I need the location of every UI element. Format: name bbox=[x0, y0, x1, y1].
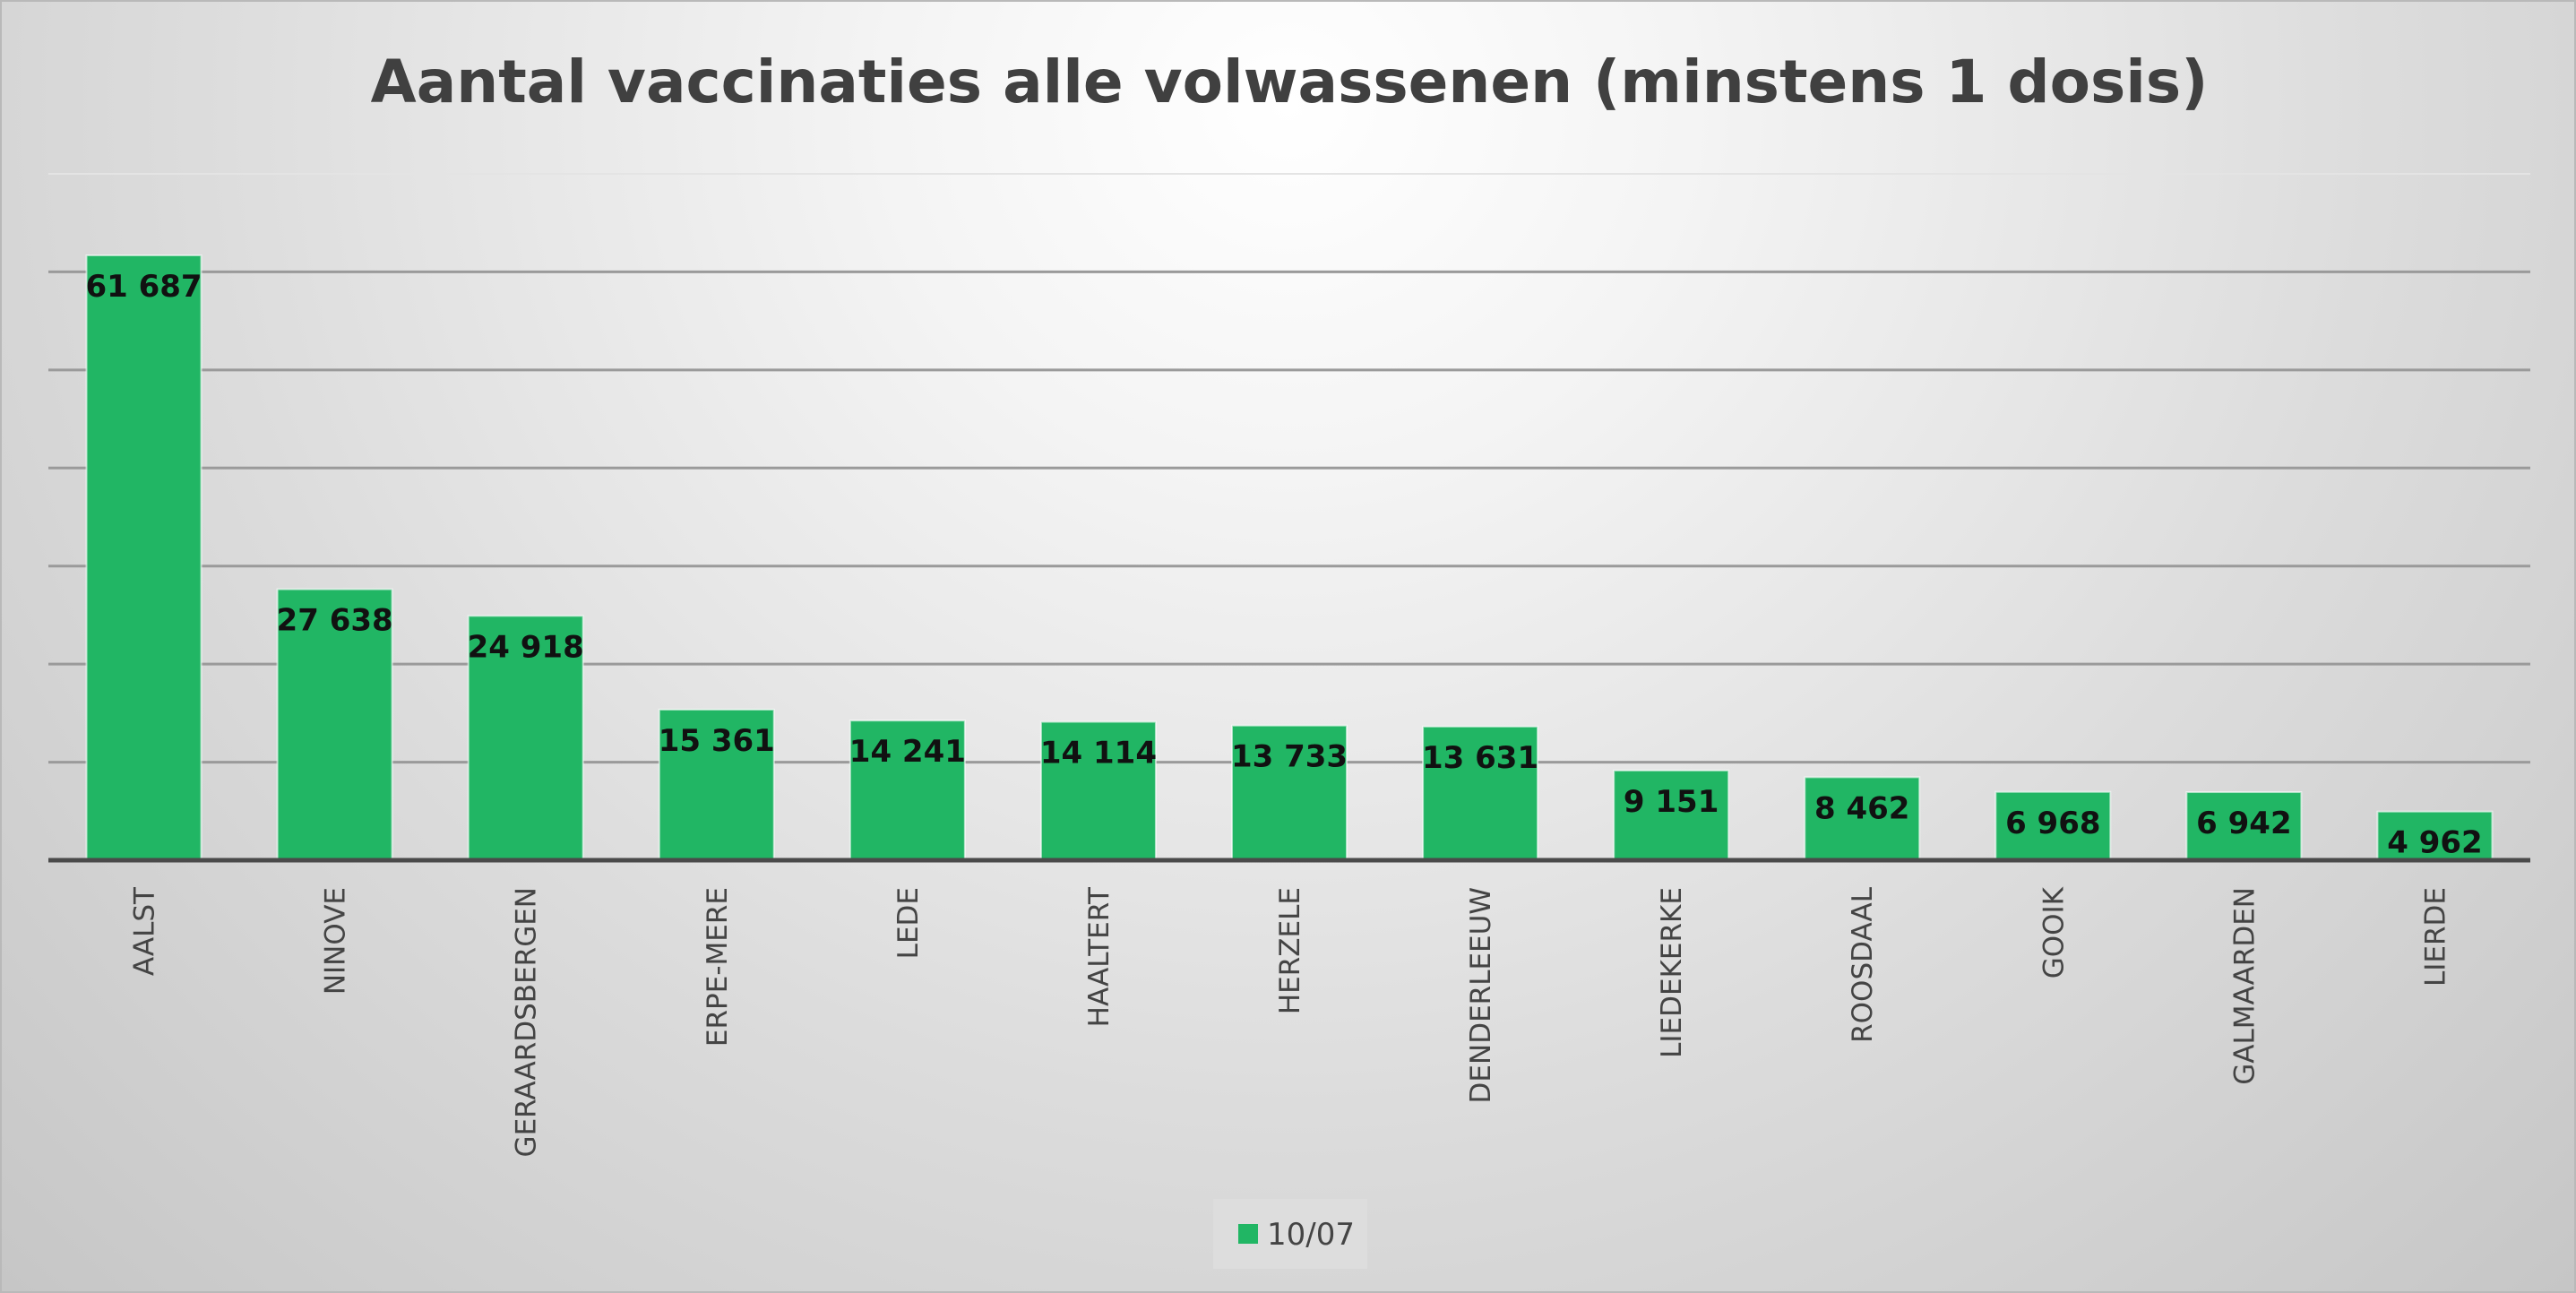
data-label-ninove: 27 638 bbox=[277, 603, 393, 639]
bar-aalst[interactable] bbox=[85, 254, 202, 861]
x-tick-label-haaltert: HAALTERT bbox=[1083, 886, 1116, 1027]
bar-lierde[interactable] bbox=[2376, 810, 2494, 861]
x-tick-label-erpe-mere: ERPE-MERE bbox=[702, 887, 734, 1047]
data-label-lede: 14 241 bbox=[849, 734, 966, 770]
x-tick-label-lierde: LIERDE bbox=[2419, 887, 2451, 987]
bar-haaltert[interactable] bbox=[1039, 720, 1157, 861]
bar-gooik[interactable] bbox=[1994, 790, 2112, 862]
x-tick-label-galmaarden: GALMAARDEN bbox=[2228, 887, 2261, 1085]
x-tick-label-herzele: HERZELE bbox=[1274, 887, 1306, 1014]
bar-ninove[interactable] bbox=[276, 588, 393, 862]
data-label-geraardsbergen: 24 918 bbox=[468, 629, 584, 665]
bar-lede[interactable] bbox=[849, 720, 966, 862]
data-label-haaltert: 14 114 bbox=[1040, 736, 1157, 771]
x-tick-label-liedekerke: LIEDEKERKE bbox=[1656, 887, 1688, 1058]
data-label-denderleeuw: 13 631 bbox=[1422, 740, 1538, 776]
data-label-erpe-mere: 15 361 bbox=[659, 723, 775, 759]
chart-title: Aantal vaccinaties alle volwassenen (min… bbox=[371, 47, 2209, 116]
bar-denderleeuw[interactable] bbox=[1422, 725, 1539, 861]
data-label-liedekerke: 9 151 bbox=[1624, 784, 1719, 820]
data-label-aalst: 61 687 bbox=[85, 269, 202, 305]
bar-herzele[interactable] bbox=[1231, 724, 1348, 861]
legend[interactable]: 10/07 bbox=[1213, 1199, 1367, 1269]
gridlines bbox=[48, 173, 2530, 764]
data-label-lierde: 4 962 bbox=[2387, 825, 2482, 861]
bar-geraardsbergen[interactable] bbox=[467, 615, 584, 861]
bar-erpe-mere[interactable] bbox=[658, 708, 775, 862]
x-tick-labels: AALST NINOVE GERAARDSBERGEN ERPE-MERE LEDE HA… bbox=[129, 886, 2452, 1158]
bar-galmaarden[interactable] bbox=[2185, 791, 2303, 861]
x-tick-label-roosdaal: ROOSDAAL bbox=[1847, 886, 1879, 1043]
x-tick-label-aalst: AALST bbox=[129, 886, 161, 976]
bar-roosdaal[interactable] bbox=[1804, 776, 1921, 862]
legend-swatch bbox=[1238, 1224, 1258, 1244]
x-tick-label-geraardsbergen: GERAARDSBERGEN bbox=[511, 887, 543, 1157]
data-label-gooik: 6 968 bbox=[2005, 806, 2100, 841]
data-label-herzele: 13 733 bbox=[1231, 739, 1348, 775]
x-tick-label-ninove: NINOVE bbox=[320, 887, 352, 995]
bars bbox=[85, 254, 2494, 862]
data-label-roosdaal: 8 462 bbox=[1814, 790, 1909, 826]
x-tick-label-denderleeuw: DENDERLEEUW bbox=[1465, 887, 1497, 1103]
data-label-galmaarden: 6 942 bbox=[2196, 806, 2291, 841]
x-tick-label-lede: LEDE bbox=[892, 887, 925, 959]
x-tick-label-gooik: GOOIK bbox=[2038, 886, 2070, 978]
data-labels: 61 687 27 638 24 918 15 361 14 241 14 114 13 7… bbox=[85, 269, 2482, 861]
legend-entry[interactable]: 10/07 bbox=[1267, 1217, 1355, 1253]
